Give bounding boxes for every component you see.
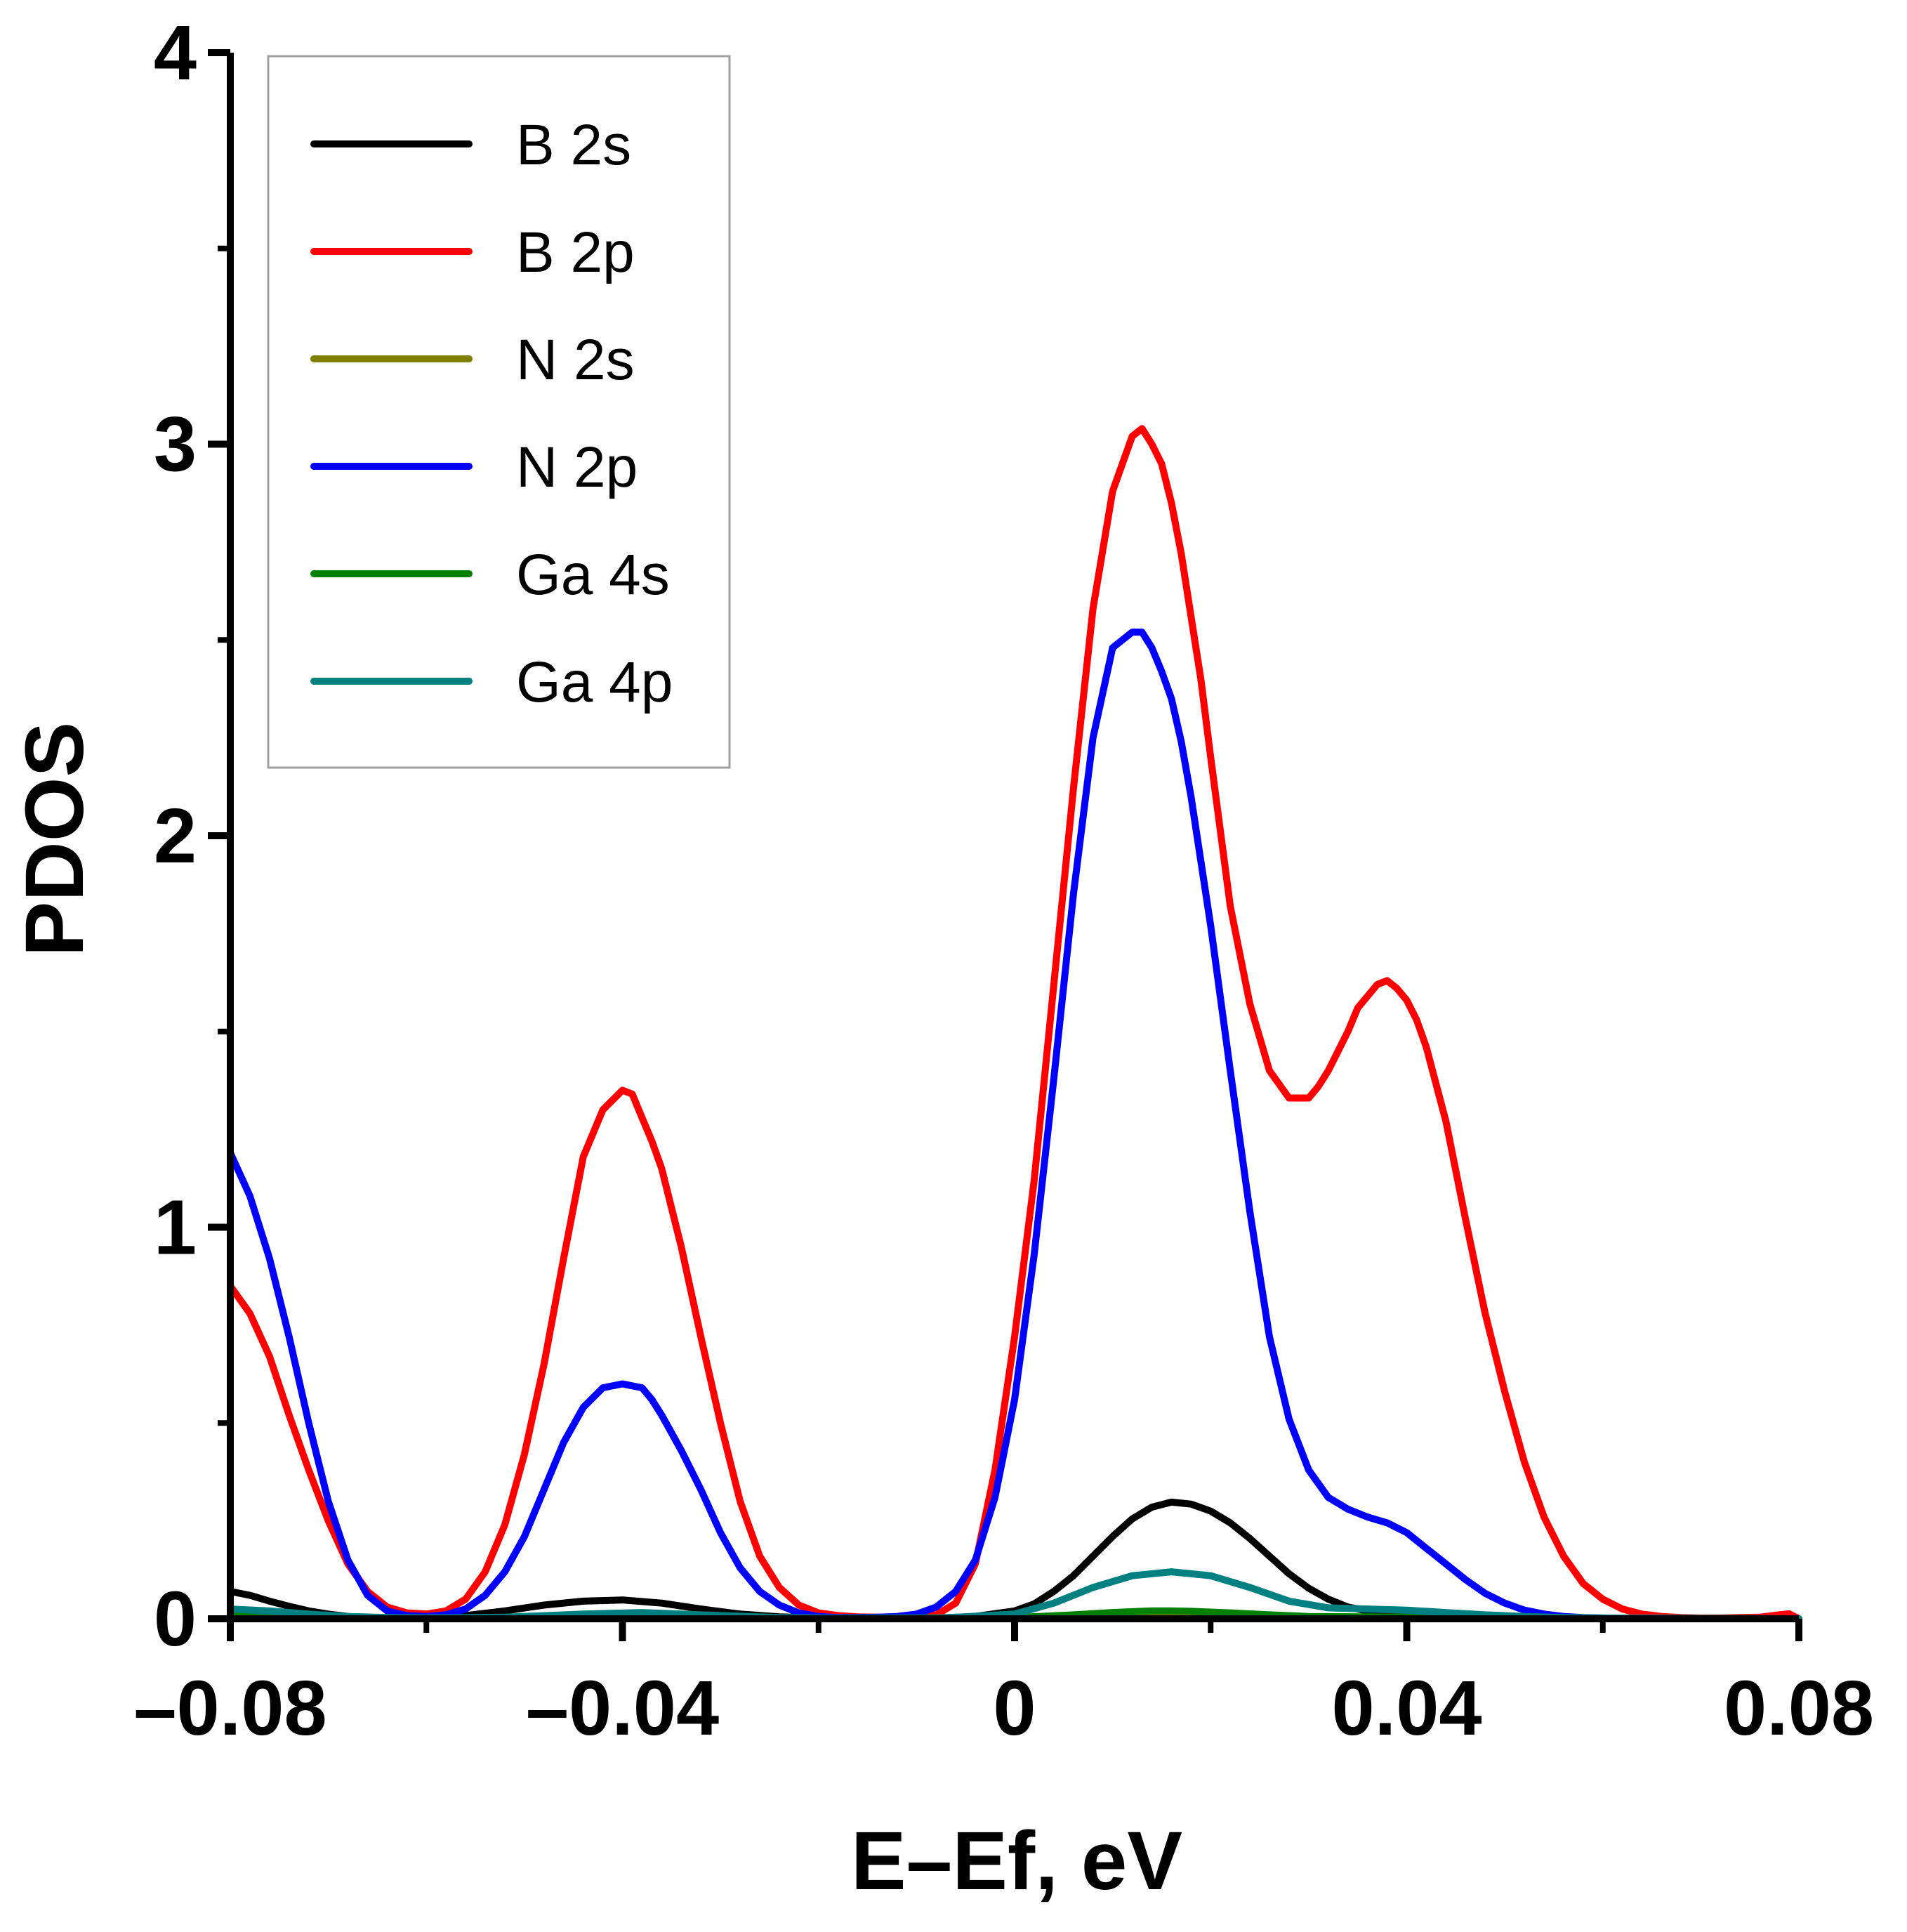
legend-label-ga-4s: Ga 4s [516, 543, 670, 607]
y-tick-label: 3 [154, 402, 197, 488]
legend-label-n-2s: N 2s [516, 328, 635, 392]
legend-items: B 2s B 2p N 2s N 2p Ga 4s Ga 4p [310, 113, 673, 714]
legend-label-b-2s: B 2s [516, 113, 631, 177]
x-tick-label: –0.08 [133, 1665, 326, 1752]
x-tick-label: 0 [993, 1665, 1036, 1752]
x-tick-label: –0.04 [526, 1665, 719, 1752]
legend-label-n-2p: N 2p [516, 435, 638, 499]
series-line-n-2p [227, 629, 1802, 1622]
y-tick-label: 4 [154, 10, 197, 96]
legend-box [267, 55, 731, 769]
y-tick-label: 2 [154, 793, 197, 879]
ticks-layer: 0 1 2 3 4 –0.08 –0.04 0 0.04 0.08 [133, 10, 1874, 1752]
y-tick-label: 0 [154, 1576, 197, 1662]
legend-label-b-2p: B 2p [516, 221, 635, 284]
y-axis-title: PDOS [8, 722, 101, 957]
x-tick-label: 0.08 [1724, 1665, 1874, 1752]
legend: B 2s B 2p N 2s N 2p Ga 4s Ga 4p [267, 55, 731, 769]
y-tick-label: 1 [154, 1185, 197, 1271]
x-axis-title: E–Ef, eV [851, 1815, 1182, 1907]
legend-label-ga-4p: Ga 4p [516, 650, 673, 714]
x-tick-label: 0.04 [1331, 1665, 1482, 1752]
series-line-b-2p [227, 425, 1802, 1622]
